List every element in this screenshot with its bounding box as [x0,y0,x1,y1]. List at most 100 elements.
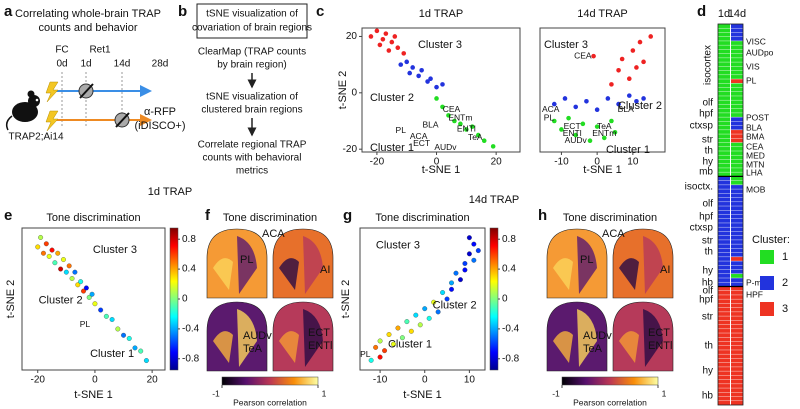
point [634,65,639,70]
point [449,286,454,292]
x-tick-label: 20 [491,157,503,168]
point [452,118,457,124]
point [462,267,468,273]
annotation: ENTm [592,128,616,138]
point [475,248,481,254]
annotation: ACA [542,104,560,114]
point [380,36,386,42]
chart-title: Tone discrimination [46,212,140,224]
x-axis-label: t-SNE 1 [422,164,461,176]
brain-subregion [213,258,233,290]
brain-subregion [577,236,597,294]
point [449,280,454,286]
colorbar-tick-label: 0.8 [182,234,196,245]
point [616,101,621,107]
colorbar-tick-label: 0.4 [182,264,196,275]
brain-subregion [619,331,639,363]
point [471,257,477,263]
annotation: ENTm [448,112,472,122]
brain-subregion [237,309,257,367]
colorbar-tick-label: -0.4 [182,324,200,335]
region-label: CEA [746,141,764,151]
brain-section [206,228,268,299]
annotation: Cluster 1 [388,339,432,351]
point [83,285,89,291]
legend-label: 1 [782,251,788,263]
region-label: MTN [746,159,764,169]
point [63,269,69,275]
point [126,335,132,341]
point [41,250,46,256]
point [383,31,389,36]
point [392,34,398,39]
point [470,124,475,129]
point [464,127,469,132]
step-text: counts with behavioral [203,153,302,164]
plot-frame [21,227,166,371]
point [399,335,405,341]
point [86,294,92,300]
region-group: th [705,247,713,258]
point [630,48,636,53]
brain-section [272,228,334,299]
section-title: 14d TRAP [469,194,520,206]
point [440,290,446,295]
point [466,235,472,241]
section-title: 1d TRAP [148,186,192,198]
legend-label: 3 [782,303,788,315]
point [374,28,380,34]
brain-section [612,301,674,372]
timeline-label: 1d [80,59,91,70]
brain-section [206,301,268,372]
region-group: mb [699,167,713,178]
plot-frame [539,27,666,153]
point [619,56,625,62]
x-axis-label: t-SNE 1 [74,389,113,401]
x-tick-label: -10 [373,375,388,386]
brain-label: ECT [648,327,670,339]
region-group: str [702,312,714,323]
point [368,34,374,39]
panel-letter: h [538,207,547,224]
point [458,121,463,127]
point [573,104,579,110]
region-group: olf [702,98,713,109]
brain-subregion [213,331,233,363]
region-label: HPF [746,289,763,299]
point [440,82,445,87]
point [605,96,611,101]
region-group: hpf [699,295,713,306]
brain-subregion [577,309,597,367]
colorbar-tick-label: 1 [322,388,327,398]
x-tick-label: -20 [370,157,385,168]
x-axis-label: t-SNE 1 [583,164,622,176]
point [419,67,424,73]
cluster-label: Cluster 1 [370,142,414,154]
point [609,82,614,87]
protocol-diagram [5,72,152,132]
brain-subregion [643,309,663,367]
point [58,266,64,272]
point [490,144,496,149]
brain-label: AUDv [243,330,272,342]
point [431,299,437,305]
cluster-cell [731,79,743,84]
colorbar-tick-label: 0.4 [502,264,516,275]
x-tick-label: 0 [594,157,600,168]
cluster-cell [731,256,743,262]
colorbar [221,376,319,386]
cluster-label: Cluster 2 [618,100,662,112]
point [426,315,432,321]
point [637,39,643,45]
region-label: BMA [746,131,765,141]
region-label: PL [746,75,757,85]
colorbar [561,376,659,386]
point [407,70,412,76]
point [395,325,401,331]
region-group: hpf [699,212,713,223]
panel-letter: c [316,3,324,20]
point [46,253,52,259]
point [626,93,632,98]
legend-label: 2 [782,277,788,289]
